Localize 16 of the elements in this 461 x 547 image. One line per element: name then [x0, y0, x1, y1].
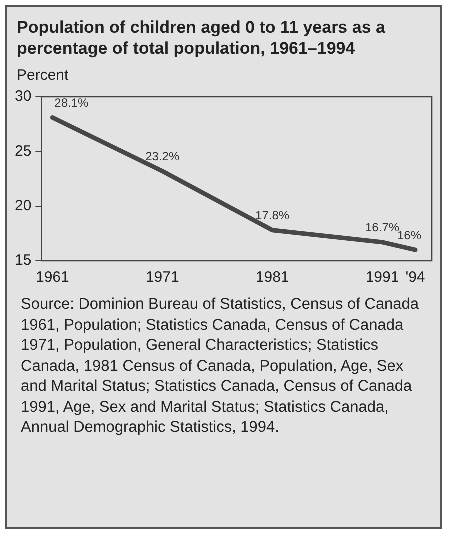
- y-tick-label: 20: [14, 197, 32, 214]
- data-label: 16.7%: [366, 220, 400, 235]
- y-tick-label: 25: [14, 142, 32, 160]
- y-tick-label: 15: [14, 252, 32, 270]
- x-tick-label: 1961: [36, 269, 70, 286]
- y-axis-title: Percent: [17, 67, 70, 84]
- x-tick-label: 1971: [146, 269, 180, 286]
- y-tick-label: 30: [14, 88, 32, 106]
- x-tick-label: 1981: [256, 269, 290, 286]
- data-label: 28.1%: [54, 96, 90, 110]
- data-label: 23.2%: [146, 150, 180, 164]
- source-note: Source: Dominion Bureau of Statistics, Census of Canada 1961, Population; Statistics Canada, Census of Canada 1971, Population, General Characteristics; Statistics Canada, 1981 Census of Canada, Population, Age, Sex and Marital Status; Statistics Canada, Census of Canada 1991, Age, Sex and Marital Status; Statistics Canada, Annual Demographic Statistics, 1994.: [21, 295, 420, 438]
- data-label: 17.8%: [256, 208, 290, 223]
- x-tick-label: 1991: [366, 269, 400, 286]
- chart-title: Population of children aged 0 to 11 years as a percentage of total population, 1961–1994: [17, 17, 386, 59]
- x-tick-label: '94: [406, 269, 426, 286]
